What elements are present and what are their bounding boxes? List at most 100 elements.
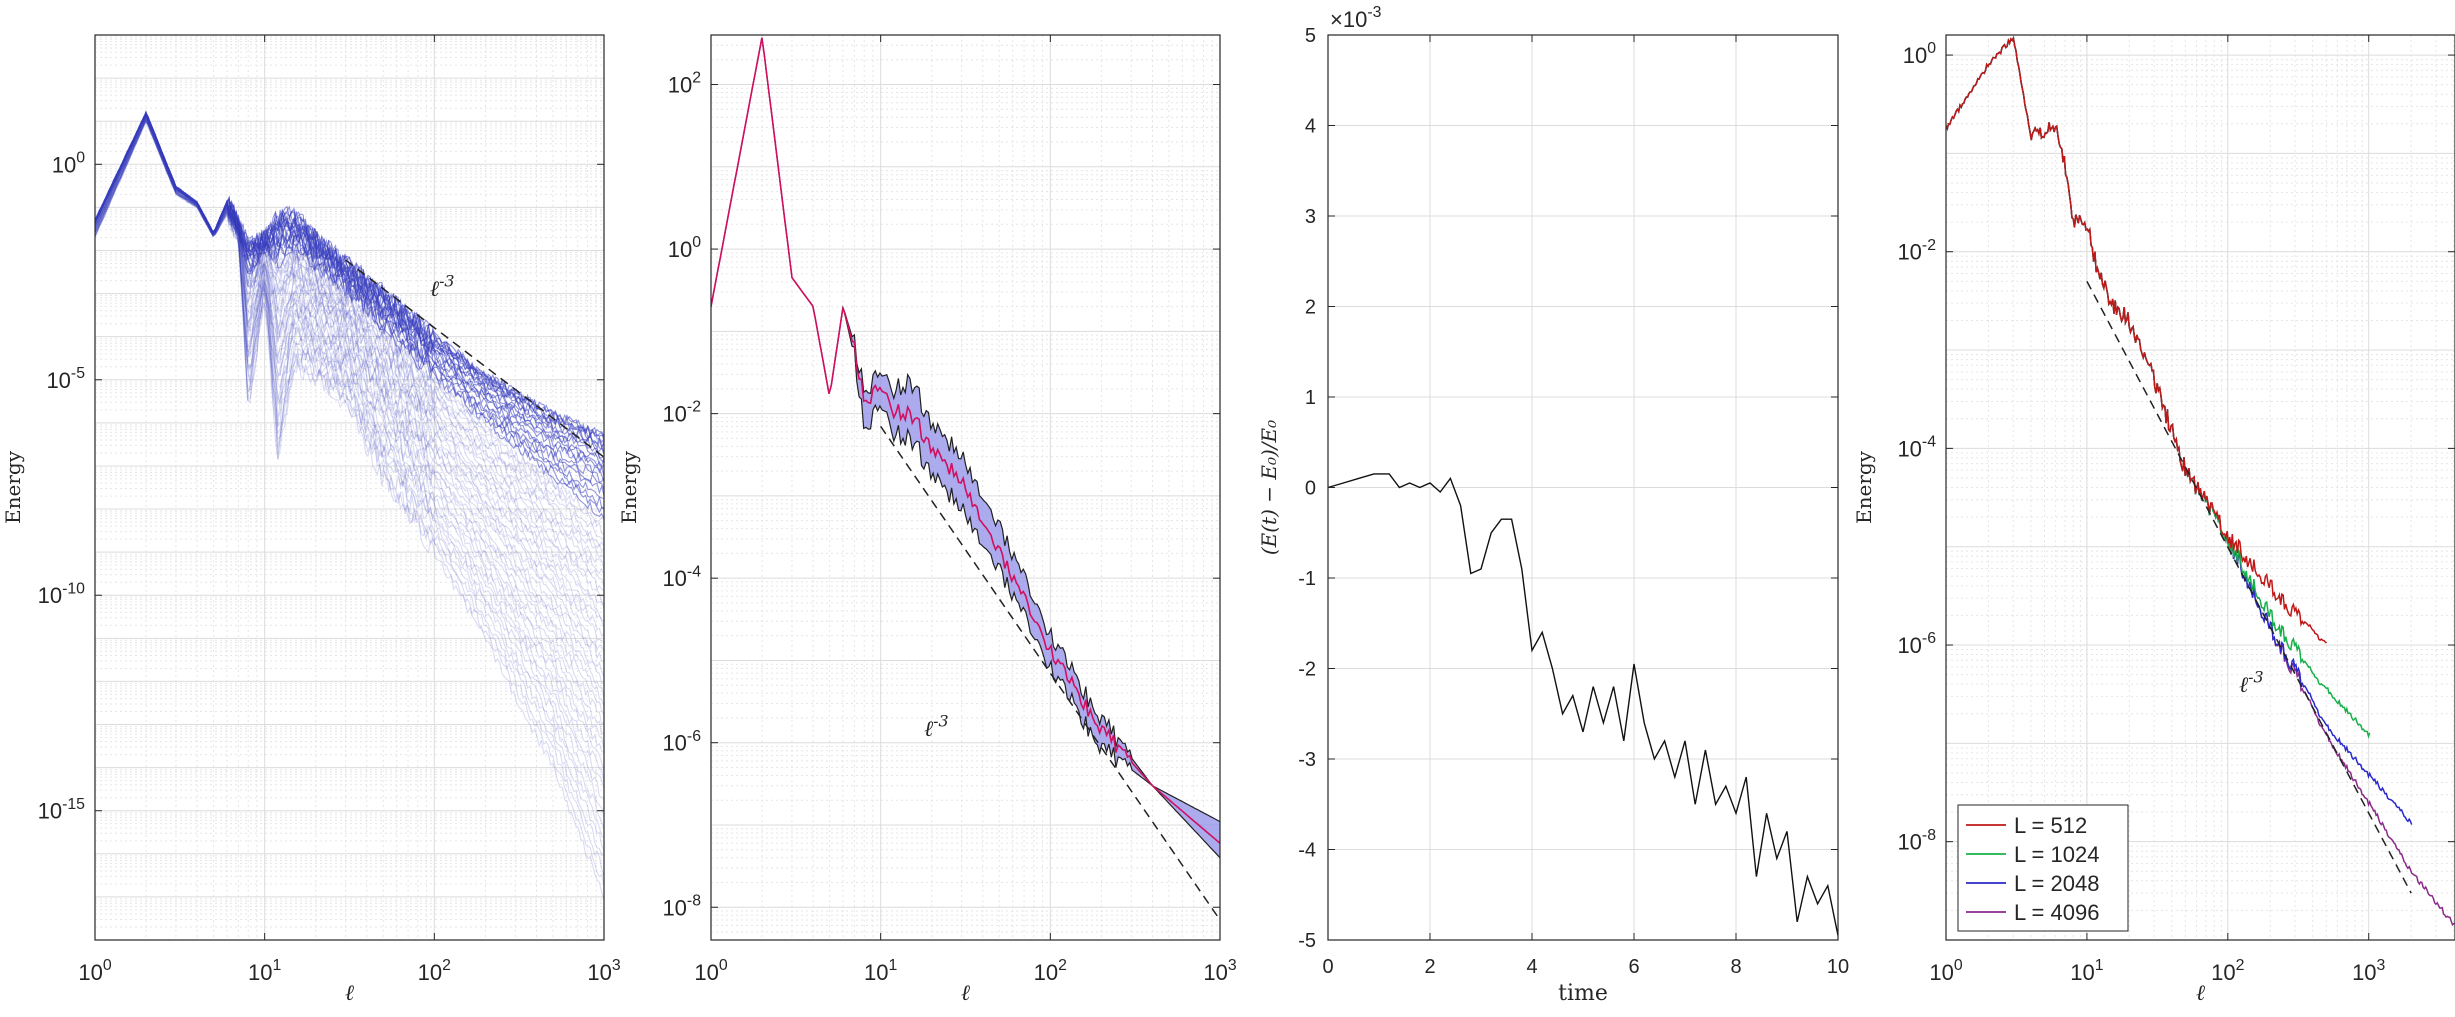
y-tick-label: 10-2 — [1897, 237, 1936, 265]
upper-edge-line — [711, 37, 1220, 823]
reference-slope-line — [880, 425, 1221, 921]
y-tick-label: 10-6 — [1897, 630, 1936, 658]
spectrum-line — [95, 115, 604, 685]
spectrum-line — [95, 113, 604, 535]
axes-frame — [1945, 34, 2455, 941]
x-tick-label: 102 — [2211, 957, 2244, 985]
spectrum-line — [95, 111, 604, 459]
legend-entry: L = 1024 — [2014, 842, 2099, 867]
x-tick-label: 101 — [248, 957, 281, 985]
x-axis-label: ℓ — [345, 981, 355, 1006]
spectrum-line — [95, 117, 604, 735]
x-tick-label: 100 — [694, 957, 727, 985]
reference-slope-label: ℓ-3 — [924, 711, 949, 742]
y-tick-label: 10-5 — [46, 365, 85, 393]
spectrum-line — [95, 114, 604, 699]
reference-slope-label: ℓ-3 — [430, 271, 455, 302]
y-tick-label: 1 — [1305, 387, 1316, 409]
spectrum-line — [95, 119, 604, 877]
reference-slope-label: ℓ-3 — [2239, 667, 2264, 698]
spectrum-line — [95, 116, 604, 707]
y-tick-label: 100 — [52, 149, 85, 177]
spectrum-line — [95, 114, 604, 643]
x-tick-label: 0 — [1322, 956, 1333, 978]
spectrum-line — [95, 116, 604, 678]
spectrum-line — [95, 116, 604, 663]
x-tick-label: 8 — [1730, 956, 1741, 978]
y-axis-label: Energy — [1, 450, 25, 524]
spectrum-line — [95, 113, 604, 606]
axes-frame — [710, 34, 1221, 941]
spectrum-line — [95, 118, 604, 839]
y-tick-label: 5 — [1305, 25, 1316, 47]
spectrum-line — [95, 116, 604, 716]
reference-slope-line — [345, 259, 605, 458]
series-group — [1946, 35, 2455, 926]
x-tick-label: 102 — [1034, 957, 1067, 985]
spectrum-line — [95, 120, 604, 857]
series-line — [1946, 35, 2327, 644]
y-tick-label: 10-10 — [38, 580, 86, 608]
y-tick-label: -3 — [1298, 749, 1316, 771]
spectrum-line — [95, 113, 604, 520]
legend: L = 512 L = 1024 L = 2048 L = 4096 — [1957, 804, 2129, 932]
y-tick-label: -1 — [1298, 568, 1316, 590]
y-tick-label: 3 — [1305, 206, 1316, 228]
x-axis-label: ℓ — [961, 981, 971, 1006]
spectrum-line — [95, 114, 604, 608]
spectrum-line — [95, 112, 604, 576]
x-tick-label: 103 — [2352, 957, 2385, 985]
grid — [1945, 35, 2455, 940]
x-tick-label: 100 — [78, 957, 111, 985]
spectrum-line — [95, 114, 604, 523]
spectrum-line — [95, 112, 604, 514]
spectrum-line — [95, 117, 604, 784]
y-axis-label: (E(t) − E₀)/E₀ — [1257, 420, 1281, 555]
spectrum-line — [95, 113, 604, 541]
spectrum-line — [95, 117, 604, 726]
spectrum-line — [95, 120, 604, 887]
spectrum-line — [95, 113, 604, 548]
y-tick-label: 0 — [1305, 478, 1316, 500]
spectra-lines — [95, 110, 604, 901]
spectrum-line — [95, 113, 604, 559]
spectrum-line — [95, 113, 604, 638]
y-tick-label: 10-8 — [662, 892, 701, 920]
y-axis-label: Energy — [617, 450, 641, 524]
y-tick-label: 10-2 — [662, 399, 701, 427]
panel-d: ℓ-3 100 101 102 103 10-8 10-6 10-4 10-2 100 ℓ Energ… — [1852, 34, 2455, 1006]
legend-box — [1957, 804, 2129, 932]
y-tick-label: 10-4 — [662, 563, 701, 591]
x-tick-label: 6 — [1628, 956, 1639, 978]
series-line — [1946, 35, 2455, 926]
x-tick-label: 100 — [1929, 957, 1962, 985]
band-group — [711, 37, 1220, 859]
y-tick-label: 10-15 — [38, 796, 86, 824]
spectrum-line — [95, 114, 604, 653]
axes-frame — [94, 34, 605, 941]
legend-entry: L = 4096 — [2014, 900, 2099, 925]
spectrum-line — [95, 114, 604, 553]
y-tick-label: -2 — [1298, 659, 1316, 681]
mean-line — [711, 37, 1220, 844]
spectrum-line — [95, 116, 604, 751]
spectrum-line — [95, 120, 604, 851]
x-axis-label: ℓ — [2196, 981, 2206, 1006]
y-axis-label: Energy — [1852, 450, 1876, 524]
reference-slope-line — [2086, 280, 2412, 894]
spectrum-line — [95, 119, 604, 800]
spectrum-line — [95, 119, 604, 818]
spectrum-line — [95, 116, 604, 628]
y-tick-label: -4 — [1298, 840, 1316, 862]
y-tick-label: 102 — [668, 70, 701, 98]
spectrum-line — [95, 115, 604, 570]
spectrum-line — [95, 114, 604, 623]
panel-c: 0 2 4 6 8 10 -5 -4 -3 -2 -1 0 1 2 3 4 5 time (E(t) − E₀)/E… — [1257, 4, 1849, 1006]
energy-error-line — [1327, 473, 1839, 936]
spectrum-line — [95, 118, 604, 790]
y-tick-label: 100 — [1903, 40, 1936, 68]
y-exponent-label: ×10-3 — [1330, 4, 1382, 32]
y-tick-label: 10-6 — [662, 728, 701, 756]
x-tick-label: 10 — [1827, 956, 1849, 978]
